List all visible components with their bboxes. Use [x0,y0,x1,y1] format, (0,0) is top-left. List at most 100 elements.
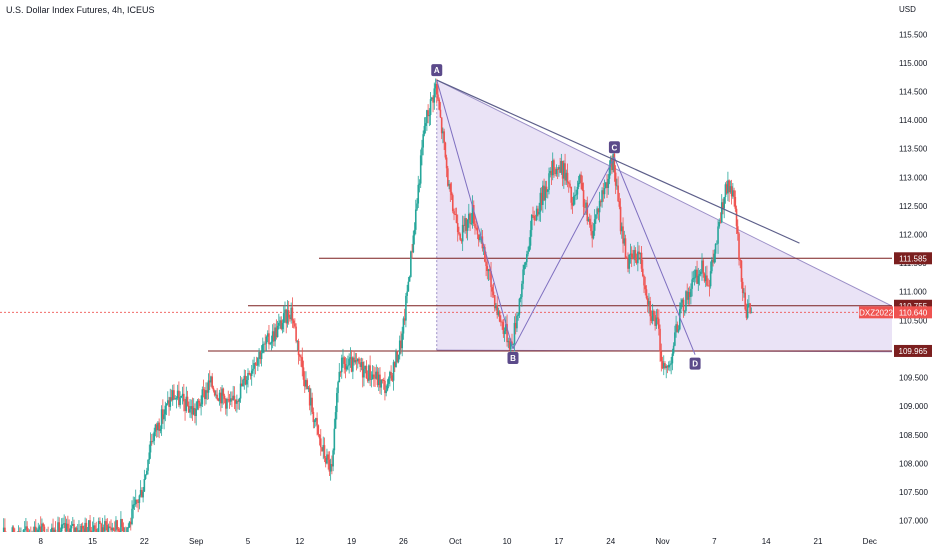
candle-body [307,387,310,390]
candle-body [577,182,580,187]
candle-body [255,364,258,366]
candle-body [396,351,399,362]
candle-body [147,459,149,471]
candle-body [597,208,600,213]
candle-body [144,474,147,480]
candle-body [627,258,629,269]
level-tag-label: 110.755 [899,302,928,311]
candle-body [471,205,474,224]
candle-body [368,365,370,381]
pattern-points: A B C D [431,64,701,370]
current-price-label: 110.640 [899,308,928,317]
candle-body [369,365,371,380]
candle-body [149,441,152,453]
candle-body [542,185,544,205]
level-tag-label: 111.585 [899,254,927,263]
candle-body [355,360,358,362]
candle-body [437,94,439,100]
candle-body [477,234,480,241]
candle-body [303,379,306,387]
candle-body [442,131,444,134]
candle-body [120,518,122,537]
candle-body [377,374,380,386]
x-tick-label: Nov [655,537,669,546]
candle-body [595,214,597,220]
candle-body [493,295,496,309]
candle-body [392,362,395,381]
candle-body [559,166,561,173]
candle-body [291,307,294,321]
candle-body [300,356,302,358]
candle-body [344,363,347,370]
candle-body [592,230,595,239]
candle-body [433,88,436,103]
candle-body [529,230,532,246]
candle-body [141,490,143,498]
candle-body [153,431,156,441]
candle-body [109,526,111,528]
candle-body [528,245,531,252]
candle-body [358,358,360,364]
candle-body [746,304,749,318]
candle-body [583,206,586,208]
candle-body [461,224,464,242]
candle-body [539,192,542,212]
candle-body [512,344,515,345]
candle-body [632,257,634,259]
candle-body [60,524,63,532]
candle-body [285,309,288,324]
candle-body [73,523,75,534]
candle-body [385,390,387,394]
candle-body [126,527,128,533]
candle-body [691,279,693,289]
candle-body [70,525,73,529]
candle-body [564,163,566,181]
candle-body [207,380,210,393]
candle-body [245,380,248,385]
candle-body [492,291,495,296]
candle-body [299,355,301,357]
candle-body [211,376,214,388]
x-tick-label: 22 [140,537,149,546]
candle-body [711,259,713,272]
candle-body [121,518,123,527]
candle-body [707,285,709,287]
candle-body [587,218,590,222]
candle-body [720,202,723,223]
candle-body [725,184,728,194]
candle-body [339,371,342,373]
candle-body [633,250,635,259]
candle-body [223,395,226,399]
candle-body [658,318,660,329]
candle-body [603,188,606,195]
candle-body [740,260,743,282]
y-tick-label: 109.500 [899,374,928,383]
y-tick-label: 107.000 [899,517,928,526]
candle-body [576,186,579,195]
candle-body [356,358,359,362]
y-tick-label: 114.500 [899,88,928,97]
candle-body [488,269,491,272]
x-tick-label: 7 [712,537,717,546]
candle-body [249,374,252,376]
candle-body [259,352,262,360]
candle-body [521,283,523,298]
candle-body [146,470,148,475]
candle-body [84,522,86,537]
candle-body [672,345,675,354]
candle-body [137,501,139,503]
candle-body [100,523,102,535]
candle-body [677,329,680,332]
candle-body [286,310,289,324]
y-tick-label: 112.500 [899,202,928,211]
candle-body [243,375,246,380]
candle-body [660,351,663,362]
candle-body [588,218,591,225]
candle-body [254,363,257,365]
candle-body [227,399,230,400]
candle-body [495,305,497,309]
candle-body [535,208,538,221]
candle-body [174,398,176,400]
candle-body [173,390,175,400]
